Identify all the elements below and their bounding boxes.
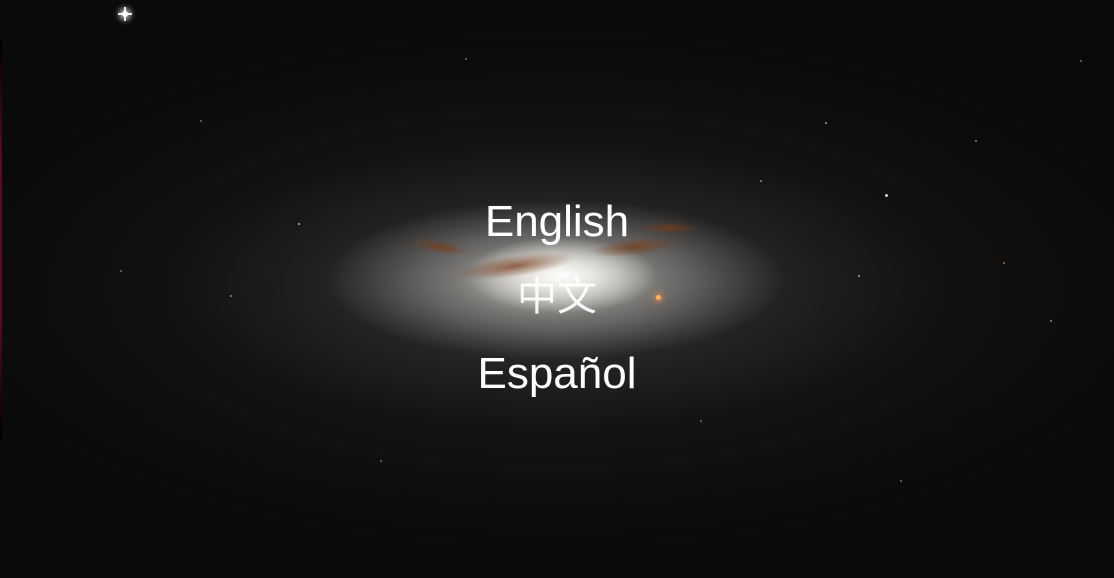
star — [200, 120, 202, 122]
star — [380, 460, 382, 462]
star — [230, 295, 232, 297]
star — [885, 194, 888, 197]
star — [900, 480, 902, 482]
star — [298, 223, 300, 225]
star — [760, 180, 762, 182]
star — [1003, 262, 1005, 264]
language-link-chinese[interactable]: 中文 — [517, 274, 597, 320]
star — [656, 295, 661, 300]
star — [465, 58, 467, 60]
star — [700, 420, 702, 422]
language-link-spanish[interactable]: Español — [477, 349, 637, 398]
language-link-english[interactable]: English — [484, 197, 630, 246]
star — [825, 122, 827, 124]
dust-lane — [640, 222, 700, 234]
star — [120, 270, 122, 272]
star — [975, 140, 977, 142]
bright-star-icon — [118, 7, 132, 21]
star — [1080, 60, 1082, 62]
star — [858, 275, 860, 277]
left-edge-accent — [0, 40, 2, 440]
star — [1050, 320, 1052, 322]
